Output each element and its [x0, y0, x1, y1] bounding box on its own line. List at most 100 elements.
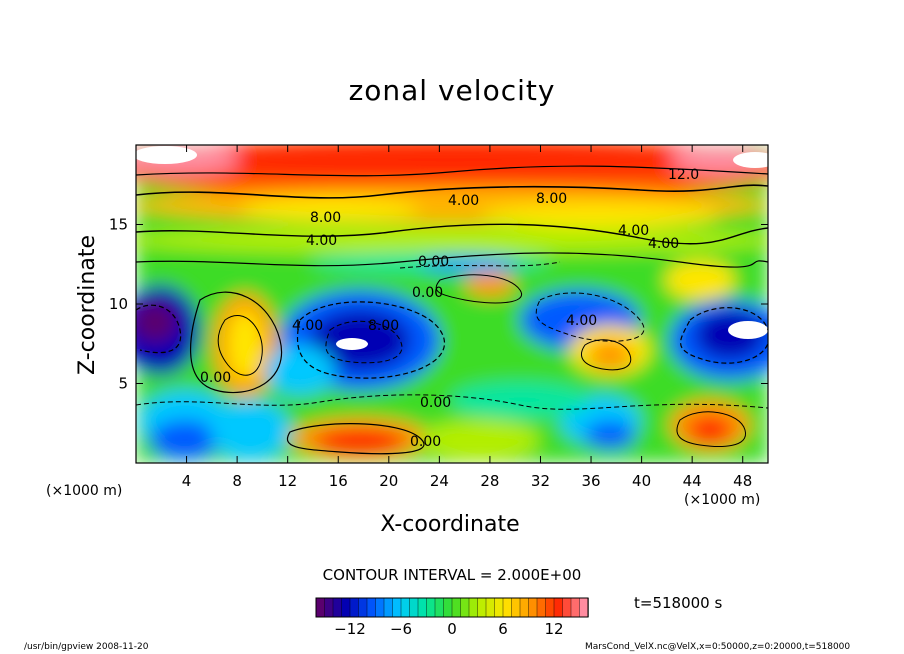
field-blob [315, 428, 405, 456]
contour-line [325, 320, 403, 364]
contour-line [296, 301, 446, 379]
x-tick-label: 40 [632, 472, 651, 490]
x-tick-label: 48 [733, 472, 752, 490]
contour-label: 4.00 [648, 236, 679, 252]
contour-line [189, 291, 283, 394]
colorbar-tick-label: 6 [498, 620, 508, 638]
contour-label: 0.00 [420, 395, 451, 411]
contour-label: 4.00 [448, 193, 479, 209]
x-tick-label: 28 [480, 472, 499, 490]
colorbar-swatch [315, 597, 326, 618]
colorbar-swatch [383, 597, 394, 618]
colorbar-frame [315, 597, 589, 618]
field-blob [665, 260, 735, 300]
field-blob [480, 203, 720, 227]
contour-interval-label: CONTOUR INTERVAL = 2.000E+00 [322, 566, 582, 584]
contour-label: 12.0 [668, 167, 699, 183]
contour-label: 8.00 [368, 318, 399, 334]
colorbar-swatch [477, 597, 487, 618]
colorbar: −12 −6 0 6 12 [315, 597, 589, 638]
colorbar-swatch [562, 597, 572, 618]
colorbar-swatch [502, 597, 513, 618]
contour-label: 0.00 [418, 254, 449, 270]
colorbar-swatch [358, 597, 368, 618]
colorbar-swatch [494, 597, 504, 618]
colorbar-swatch [460, 597, 470, 618]
contour-label: 4.00 [306, 233, 337, 249]
colorbar-swatch [553, 597, 564, 618]
colorbar-tick-label: 12 [544, 620, 563, 638]
x-tick-label: 36 [581, 472, 600, 490]
colorbar-swatch [519, 597, 530, 618]
contour-line [136, 252, 768, 268]
contour-label: 0.00 [412, 285, 443, 301]
y-tick-label: 10 [109, 295, 128, 313]
colorbar-swatch [511, 597, 521, 618]
x-tick-label: 12 [278, 472, 297, 490]
contour-line [136, 304, 182, 354]
colorbar-swatch [536, 597, 547, 618]
contour-line [287, 423, 425, 455]
offscale-patch [336, 338, 368, 350]
colorbar-tick-label: 0 [447, 620, 457, 638]
colorbar-swatch [400, 597, 411, 618]
x-tick-label: 20 [379, 472, 398, 490]
y-axis-label: Z-coordinate [75, 235, 100, 375]
colorbar-swatch [570, 597, 581, 618]
field-blob [227, 309, 263, 381]
y-axis: 5 10 15 [109, 216, 768, 393]
colorbar-swatch [324, 597, 334, 618]
offscale-patch [728, 321, 768, 339]
x-axis-label: X-coordinate [380, 512, 520, 537]
offscale-patch [733, 152, 768, 168]
field-blob [465, 273, 515, 297]
velocity-field [136, 145, 768, 463]
contour-label: 4.00 [566, 313, 597, 329]
contour-label: 8.00 [536, 191, 567, 207]
colorbar-swatch [426, 597, 436, 618]
colorbar-swatch [528, 597, 538, 618]
colorbar-swatch [485, 597, 496, 618]
colorbar-swatch [392, 597, 402, 618]
colorbar-swatch [341, 597, 351, 618]
colorbar-swatch [451, 597, 462, 618]
field-blob [240, 198, 420, 222]
contour-label: 8.00 [310, 210, 341, 226]
field-blobs [136, 145, 768, 463]
x-tick-label: 4 [182, 472, 192, 490]
footer-data-source: MarsCond_VelX.nc@VelX,x=0:50000,z=0:2000… [585, 642, 851, 652]
colorbar-swatch [375, 597, 385, 618]
contour-label: 0.00 [410, 434, 441, 450]
contour-line [435, 274, 523, 304]
contour-line [535, 292, 645, 342]
x-tick-label: 44 [683, 472, 702, 490]
contour-line [581, 339, 632, 371]
colorbar-swatch [349, 597, 360, 618]
x-tick-label: 8 [232, 472, 242, 490]
field-blob [420, 420, 540, 460]
contour-labels: 12.0 8.00 4.00 8.00 4.00 4.00 4.00 0.00 0.00 0.00… [200, 167, 699, 450]
contour-label: 0.00 [200, 370, 231, 386]
field-blob [265, 345, 335, 395]
time-label: t=518000 s [634, 594, 723, 612]
x-axis: 4 8 12 16 20 24 28 32 36 40 44 48 [182, 145, 752, 490]
y-tick-label: 15 [109, 216, 128, 234]
colorbar-swatch [409, 597, 419, 618]
field-blob [150, 420, 220, 460]
contour-line [399, 261, 561, 269]
colorbar-tick-label: −6 [390, 620, 412, 638]
colorbar-swatch [579, 597, 589, 618]
x-tick-label: 24 [430, 472, 449, 490]
chart-title: zonal velocity [348, 74, 556, 107]
colorbar-swatch [366, 597, 377, 618]
contour-line [136, 394, 768, 410]
contour-line [217, 314, 263, 376]
footer-program-date: /usr/bin/gpview 2008-11-20 [24, 642, 149, 652]
contour-label: 4.00 [292, 318, 323, 334]
field-blob [136, 302, 177, 342]
colorbar-swatch [434, 597, 445, 618]
x-tick-label: 32 [531, 472, 550, 490]
x-tick-label: 16 [329, 472, 348, 490]
contour-line [136, 184, 768, 199]
field-blob [136, 145, 768, 178]
